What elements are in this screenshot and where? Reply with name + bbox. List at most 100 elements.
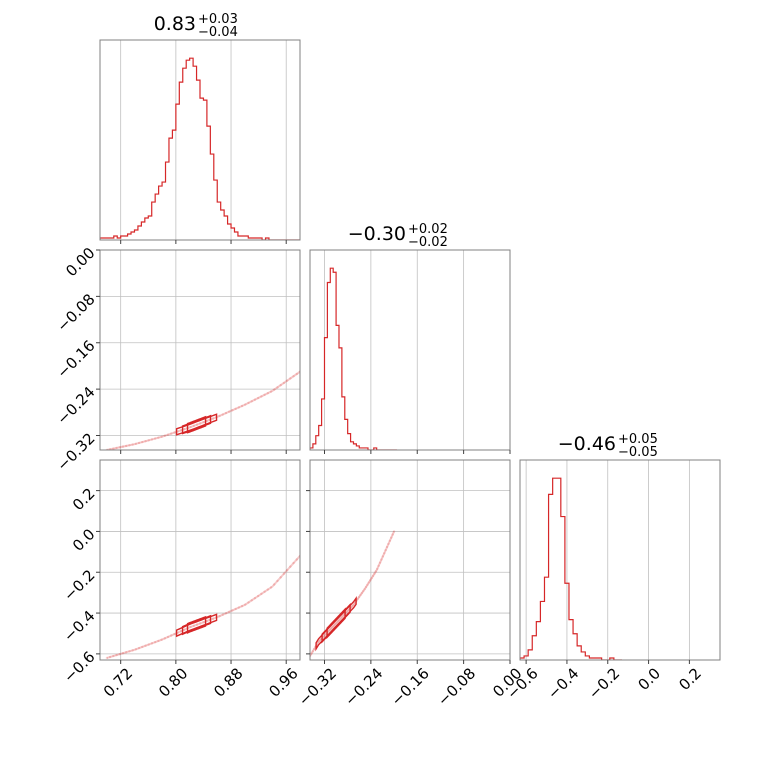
- x-tick-label-param-2: −0.2: [585, 664, 623, 702]
- y-tick-label-param-1: −0.32: [53, 429, 98, 474]
- scatter-point: [166, 635, 170, 639]
- panel-r1-c0: [96, 249, 301, 454]
- scatter-point: [363, 587, 366, 591]
- panel-content: [520, 477, 623, 660]
- panel-title-plus: +0.02: [408, 222, 448, 237]
- scatter-point: [218, 414, 221, 418]
- scatter-point: [227, 610, 231, 614]
- y-tick-label-param-2: −0.2: [60, 566, 98, 604]
- scatter-point: [141, 645, 144, 649]
- scatter-point: [282, 572, 286, 575]
- scatter-point: [144, 439, 147, 443]
- scatter-point: [240, 604, 244, 608]
- scatter-point: [263, 393, 266, 397]
- scatter-point: [376, 567, 379, 571]
- contour-level-1: [181, 614, 212, 636]
- scatter-point: [324, 633, 327, 636]
- scatter-point: [317, 640, 320, 644]
- scatter-point: [352, 603, 355, 607]
- scatter-point: [285, 379, 289, 382]
- scatter-point: [141, 440, 144, 444]
- scatter-point: [342, 614, 345, 617]
- scatter-point: [318, 639, 322, 642]
- scatter-point: [253, 398, 257, 401]
- x-tick-label-param-2: 0.2: [675, 664, 705, 694]
- scatter-point: [360, 591, 364, 595]
- panel-r2-c1: [306, 459, 511, 664]
- scatter-point: [367, 581, 371, 584]
- panel-frame: [519, 459, 721, 661]
- scatter-point: [329, 627, 333, 630]
- scatter-point: [341, 615, 344, 618]
- scatter-point: [250, 400, 253, 403]
- scatter-point: [364, 585, 368, 589]
- scatter-point: [179, 630, 183, 633]
- scatter-point: [289, 377, 292, 380]
- scatter-point: [366, 583, 369, 587]
- scatter-point: [332, 624, 336, 627]
- scatter-point: [369, 579, 372, 582]
- panel-title-value: −0.46: [558, 433, 616, 455]
- scatter-point: [244, 403, 247, 406]
- scatter-point: [231, 409, 234, 412]
- scatter-point: [387, 542, 390, 546]
- scatter-point: [131, 443, 134, 446]
- scatter-point: [179, 429, 183, 432]
- scatter-point: [292, 561, 295, 565]
- scatter-point: [125, 651, 128, 654]
- scatter-point: [370, 576, 373, 580]
- scatter-point: [276, 386, 279, 389]
- scatter-point: [279, 576, 282, 579]
- scatter-point: [260, 395, 263, 398]
- scatter-point: [273, 583, 276, 586]
- scatter-point: [224, 612, 228, 615]
- scatter-point: [115, 653, 118, 657]
- scatter-point: [211, 417, 215, 420]
- panel-content: [310, 530, 396, 658]
- scatter-point: [160, 435, 163, 438]
- scatter-point: [334, 622, 337, 626]
- scatter-point: [192, 424, 195, 428]
- x-tick-label-param-1: −0.24: [341, 664, 386, 709]
- scatter-point: [237, 406, 241, 409]
- trend-line: [106, 370, 300, 450]
- y-tick-label-param-1: 0.00: [62, 244, 98, 280]
- contour-level-2: [326, 607, 346, 640]
- contour-level-2: [186, 615, 207, 634]
- contour-level-2: [186, 415, 207, 434]
- panel-r0-c0: 0.83 +0.03−0.04: [99, 12, 301, 244]
- scatter-point: [144, 644, 147, 647]
- panel-title-value: −0.30: [348, 223, 406, 245]
- scatter-point: [234, 407, 237, 411]
- scatter-point: [384, 548, 387, 552]
- scatter-point: [199, 422, 202, 425]
- scatter-point: [331, 625, 334, 629]
- panel-title-minus: −0.04: [198, 25, 238, 40]
- scatter-point: [266, 391, 270, 395]
- scatter-point: [150, 642, 154, 645]
- scatter-point: [153, 437, 157, 440]
- scatter-point: [380, 558, 383, 561]
- scatter-point: [256, 396, 260, 400]
- scatter-point: [157, 436, 160, 439]
- scatter-point: [121, 651, 125, 655]
- scatter-point: [240, 404, 244, 408]
- panel-title-value: 0.83: [154, 13, 196, 35]
- scatter-point: [163, 637, 167, 640]
- scatter-point: [131, 649, 134, 652]
- scatter-point: [346, 609, 350, 613]
- trend-line: [106, 555, 300, 659]
- y-tick-label-param-2: 0.0: [69, 525, 99, 555]
- scatter-point: [338, 618, 341, 621]
- scatter-point: [263, 590, 266, 593]
- scatter-point: [147, 643, 150, 646]
- scatter-point: [125, 444, 128, 448]
- scatter-point: [378, 561, 382, 564]
- scatter-point: [362, 589, 365, 593]
- scatter-point: [166, 433, 170, 436]
- scatter-point: [279, 383, 282, 387]
- scatter-point: [371, 574, 375, 578]
- scatter-point: [108, 655, 112, 659]
- scatter-point: [313, 647, 316, 651]
- panel-title-minus: −0.05: [618, 445, 658, 460]
